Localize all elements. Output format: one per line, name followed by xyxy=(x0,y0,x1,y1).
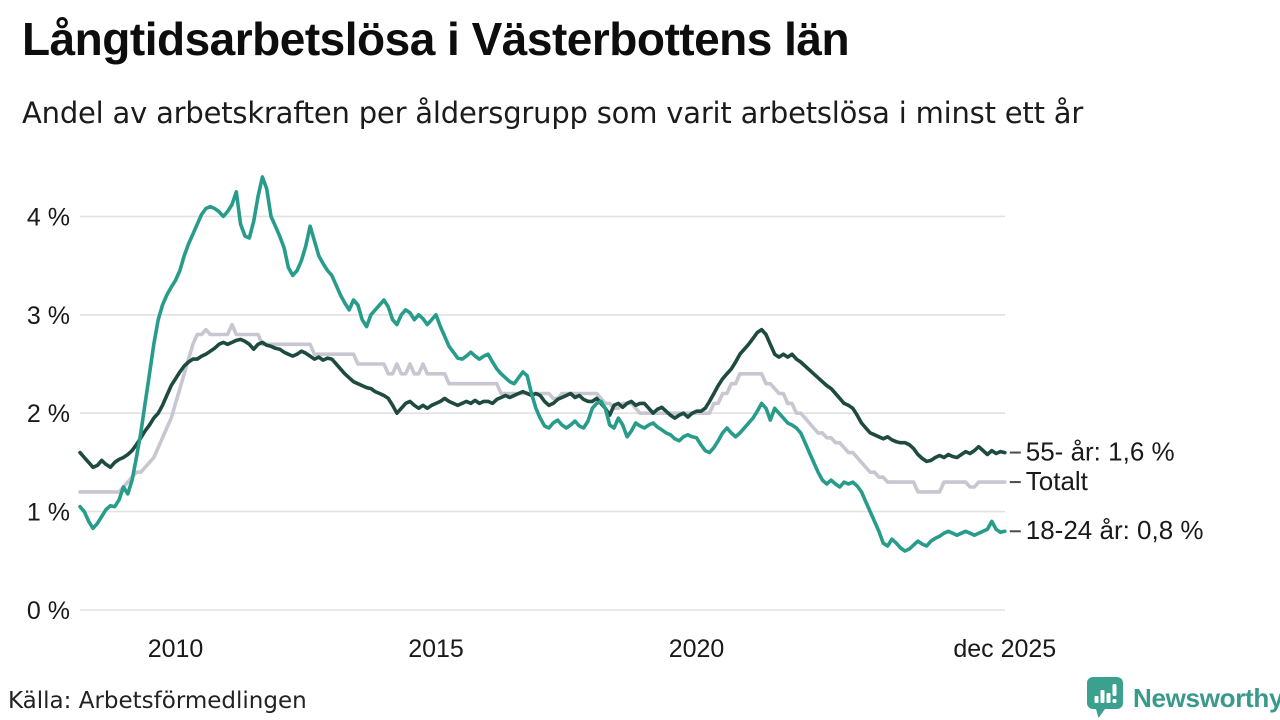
series-end-label-55: 55- år: 1,6 % xyxy=(1026,436,1175,466)
x-tick-label: 2010 xyxy=(148,635,204,663)
series-line-1 xyxy=(78,327,1007,470)
page-subtitle: Andel av arbetskraften per åldersgrupp s… xyxy=(22,96,1084,130)
y-tick-label: 1 % xyxy=(27,499,70,527)
y-axis-labels: 0 % 1 % 2 % 3 % 4 % xyxy=(27,203,70,625)
legend-ticks xyxy=(1009,451,1021,533)
x-tick-label: dec 2025 xyxy=(953,635,1056,663)
y-tick-label: 2 % xyxy=(27,400,70,428)
brand-name: Newsworthy xyxy=(1133,682,1280,713)
x-tick-label: 2015 xyxy=(408,635,464,663)
series-line-0 xyxy=(78,322,1007,494)
series-end-label-18-24: 18-24 år: 0,8 % xyxy=(1026,515,1204,545)
page-title: Långtidsarbetslösa i Västerbottens län xyxy=(22,13,850,65)
x-tick-label: 2020 xyxy=(669,635,725,663)
y-tick-label: 0 % xyxy=(27,597,70,625)
source-note: Källa: Arbetsförmedlingen xyxy=(8,688,307,714)
series-line-2 xyxy=(78,175,1007,553)
series-lines xyxy=(78,175,1007,553)
y-tick-label: 3 % xyxy=(27,302,70,330)
x-axis-labels: 2010 2015 2020 dec 2025 xyxy=(148,635,1057,663)
y-tick-label: 4 % xyxy=(27,203,70,231)
newsworthy-logo-icon xyxy=(1087,677,1123,718)
series-end-label-totalt: Totalt xyxy=(1026,466,1089,496)
newsworthy-logo: Newsworthy xyxy=(1086,676,1280,720)
gridlines xyxy=(80,215,1005,611)
